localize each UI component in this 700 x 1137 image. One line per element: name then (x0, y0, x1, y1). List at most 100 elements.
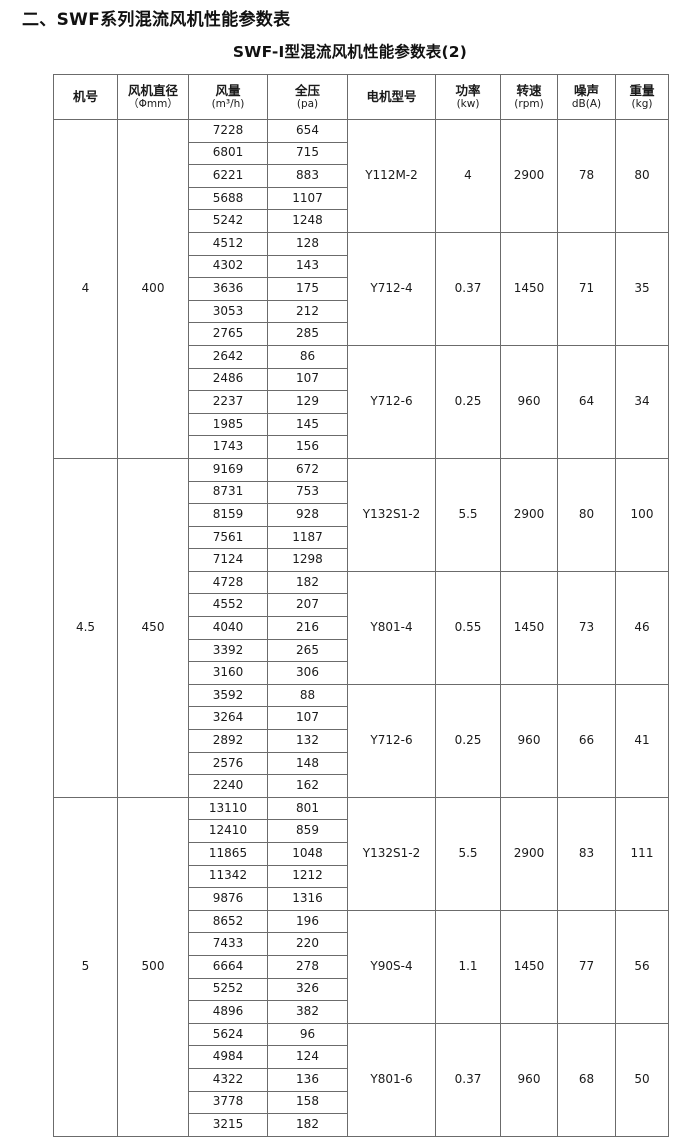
column-header-unit: (kg) (631, 98, 653, 111)
column-header-unit: (rpm) (514, 98, 544, 111)
cell-power: 0.25 (435, 344, 501, 459)
table-row: 2892 132 (54, 729, 669, 753)
column-header-unit: （Φmm） (128, 98, 178, 111)
column-header-diameter: 风机直径 （Φmm） (117, 74, 189, 120)
cell-speed: 1450 (500, 570, 558, 685)
cell-airflow: 11342 (188, 864, 268, 889)
column-header-label: 机号 (72, 89, 98, 105)
cell-speed: 1450 (500, 909, 558, 1024)
cell-pressure: 654 (267, 119, 348, 143)
cell-noise: 73 (557, 570, 616, 685)
cell-airflow: 2765 (188, 322, 268, 346)
cell-power: 0.25 (435, 683, 501, 798)
column-header-noise: 噪声 dB(A) (557, 74, 616, 120)
cell-motor: Y132S1-2 (347, 457, 436, 572)
column-header-label: 重量 (629, 82, 655, 98)
cell-airflow: 8731 (188, 480, 268, 505)
cell-pressure: 86 (267, 344, 348, 369)
cell-pressure: 216 (267, 616, 348, 640)
table-row: 3592 88 Y712-6 0.25 960 66 41 (54, 683, 669, 798)
cell-airflow: 7228 (188, 119, 268, 143)
cell-airflow: 1743 (188, 435, 268, 459)
cell-airflow: 3264 (188, 706, 268, 731)
cell-weight: 56 (615, 909, 669, 1024)
column-header-label: 电机型号 (366, 89, 417, 105)
cell-airflow: 8159 (188, 503, 268, 527)
cell-airflow: 3160 (188, 661, 268, 685)
column-header-unit: dB(A) (571, 98, 602, 111)
cell-airflow: 5624 (188, 1022, 268, 1047)
cell-pressure: 107 (267, 367, 348, 392)
cell-airflow: 9169 (188, 457, 268, 482)
cell-noise: 68 (557, 1022, 616, 1137)
cell-noise: 80 (557, 457, 616, 572)
cell-airflow: 9876 (188, 887, 268, 911)
cell-pressure: 136 (267, 1067, 348, 1092)
cell-airflow: 2642 (188, 344, 268, 369)
table-row: 8731 753 (54, 480, 669, 505)
cell-pressure: 1298 (267, 548, 348, 572)
cell-pressure: 928 (267, 503, 348, 527)
fan-performance-table-container: 机号 风机直径 （Φmm） 风量 (m³/h) 全压 (pa) 电机型号 功率 (kw) 转速 (rp… (53, 74, 669, 1137)
cell-airflow: 4302 (188, 254, 268, 279)
cell-power: 1.1 (435, 909, 501, 1024)
cell-speed: 960 (500, 344, 558, 459)
cell-pressure: 128 (267, 231, 348, 256)
table-header: 机号 风机直径 （Φmm） 风量 (m³/h) 全压 (pa) 电机型号 功率 (kw) 转速 (rp… (53, 74, 669, 120)
cell-noise: 77 (557, 909, 616, 1024)
cell-noise: 64 (557, 344, 616, 459)
cell-airflow: 5242 (188, 209, 268, 233)
column-header-label: 全压 (294, 82, 320, 98)
cell-power: 0.37 (435, 1022, 501, 1137)
cell-airflow: 5688 (188, 186, 268, 211)
column-header-unit: (m³/h) (211, 98, 245, 111)
cell-noise: 78 (557, 119, 616, 233)
cell-airflow: 6664 (188, 954, 268, 979)
cell-airflow: 4984 (188, 1045, 268, 1069)
table-row: 11865 1048 (54, 842, 669, 866)
cell-diameter: 500 (117, 796, 189, 1137)
cell-speed: 2900 (500, 457, 558, 572)
cell-weight: 34 (615, 344, 669, 459)
cell-pressure: 158 (267, 1090, 348, 1115)
cell-pressure: 132 (267, 729, 348, 753)
cell-airflow: 2237 (188, 390, 268, 414)
cell-weight: 111 (615, 796, 669, 911)
column-header-power: 功率 (kw) (435, 74, 501, 120)
cell-airflow: 3215 (188, 1113, 268, 1137)
cell-speed: 2900 (500, 119, 558, 233)
cell-airflow: 7124 (188, 548, 268, 572)
cell-pressure: 88 (267, 683, 348, 708)
cell-motor: Y90S-4 (347, 909, 436, 1024)
table-row: 5688 1107 (54, 186, 669, 211)
cell-pressure: 715 (267, 141, 348, 166)
table-row: 8159 928 (54, 503, 669, 527)
cell-model-no: 4.5 (53, 457, 118, 798)
cell-noise: 83 (557, 796, 616, 911)
cell-airflow: 4512 (188, 231, 268, 256)
cell-airflow: 12410 (188, 819, 268, 843)
table-row: 3392 265 (54, 638, 669, 663)
column-header-speed: 转速 (rpm) (500, 74, 558, 120)
cell-pressure: 220 (267, 932, 348, 956)
column-header-label: 风机直径 (127, 82, 178, 98)
column-header-unit: (pa) (296, 98, 319, 111)
cell-pressure: 1316 (267, 887, 348, 911)
cell-weight: 80 (615, 119, 669, 233)
cell-speed: 2900 (500, 796, 558, 911)
cell-airflow: 7433 (188, 932, 268, 956)
cell-airflow: 1985 (188, 412, 268, 437)
cell-diameter: 400 (117, 119, 189, 459)
cell-motor: Y801-4 (347, 570, 436, 685)
cell-airflow: 3592 (188, 683, 268, 708)
cell-airflow: 3053 (188, 299, 268, 324)
fan-performance-table: 机号 风机直径 （Φmm） 风量 (m³/h) 全压 (pa) 电机型号 功率 (kw) 转速 (rp… (53, 74, 669, 1137)
cell-power: 0.37 (435, 231, 501, 346)
table-row: 3636 175 (54, 277, 669, 301)
column-header-label: 转速 (516, 82, 542, 98)
cell-pressure: 124 (267, 1045, 348, 1069)
cell-model-no: 4 (53, 119, 118, 459)
cell-power: 5.5 (435, 457, 501, 572)
table-row: 4 400 7228 654 Y112M-2 4 2900 78 80 (53, 119, 669, 459)
cell-pressure: 196 (267, 909, 348, 934)
